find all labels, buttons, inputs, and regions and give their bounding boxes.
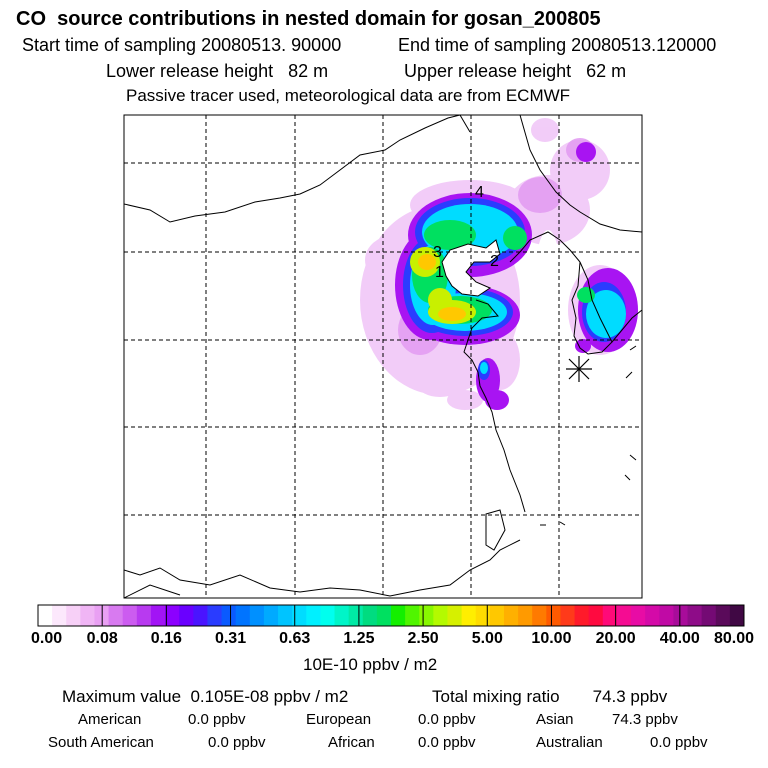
legend-swatch [193, 605, 208, 626]
legend-swatch [207, 605, 222, 626]
asian-label: Asian [536, 712, 574, 727]
legend-tick-label: 0.63 [279, 631, 310, 647]
legend-tick-label: 40.00 [660, 631, 700, 647]
legend-swatch [179, 605, 194, 626]
legend-swatch [278, 605, 293, 626]
legend-swatch [433, 605, 448, 626]
legend-swatch [363, 605, 378, 626]
marker-3: 3 [433, 244, 442, 261]
legend-tick-label: 0.08 [87, 631, 118, 647]
legend-swatch [335, 605, 350, 626]
south-american-value: 0.0 ppbv [208, 735, 266, 750]
european-value: 0.0 ppbv [418, 712, 476, 727]
legend-swatch [52, 605, 67, 626]
australian-label: Australian [536, 735, 603, 750]
legend-swatch [222, 605, 237, 626]
legend-swatch [730, 605, 745, 626]
legend-swatch [645, 605, 660, 626]
legend-swatch [659, 605, 674, 626]
legend-swatch [151, 605, 166, 626]
legend-tick-label: 1.25 [343, 631, 374, 647]
legend-swatch [349, 605, 364, 626]
australian-value: 0.0 ppbv [650, 735, 708, 750]
legend-swatch [716, 605, 731, 626]
legend-swatch [320, 605, 335, 626]
legend-tick-label: 20.00 [596, 631, 636, 647]
legend-swatch [702, 605, 717, 626]
legend-swatch [575, 605, 590, 626]
legend-swatch [405, 605, 420, 626]
legend-swatch [80, 605, 95, 626]
maximum-value: Maximum value 0.105E-08 ppbv / m2 [62, 688, 348, 705]
legend-swatch [560, 605, 575, 626]
legend-swatch [504, 605, 519, 626]
legend-swatch [490, 605, 505, 626]
marker-1: 1 [435, 264, 444, 281]
legend-swatch [377, 605, 392, 626]
legend-swatch [38, 605, 53, 626]
legend-swatch [532, 605, 547, 626]
star-receptor-icon [566, 356, 592, 382]
concentration-field [360, 118, 638, 410]
american-value: 0.0 ppbv [188, 712, 246, 727]
legend-tick-label: 0.31 [215, 631, 246, 647]
legend-tick-label: 2.50 [408, 631, 439, 647]
legend-swatch [673, 605, 688, 626]
legend-swatch [546, 605, 561, 626]
legend-swatch [123, 605, 138, 626]
african-value: 0.0 ppbv [418, 735, 476, 750]
legend-swatch [137, 605, 152, 626]
color-legend-bar [38, 605, 745, 626]
legend-swatch [250, 605, 265, 626]
legend-tick-label: 5.00 [472, 631, 503, 647]
legend-swatch [476, 605, 491, 626]
legend-swatch [688, 605, 703, 626]
legend-swatch [391, 605, 406, 626]
legend-tick-label: 10.00 [531, 631, 571, 647]
legend-tick-label: 80.00 [714, 631, 754, 647]
legend-swatch [631, 605, 646, 626]
legend-tick-label: 0.16 [151, 631, 182, 647]
asian-value: 74.3 ppbv [612, 712, 678, 727]
legend-swatch [419, 605, 434, 626]
south-american-label: South American [48, 735, 154, 750]
legend-swatch [306, 605, 321, 626]
legend-swatch [236, 605, 251, 626]
legend-swatch [66, 605, 81, 626]
legend-swatch [447, 605, 462, 626]
american-label: American [78, 712, 141, 727]
legend-unit: 10E-10 ppbv / m2 [303, 656, 437, 673]
marker-2: 2 [490, 253, 499, 270]
legend-swatch [264, 605, 279, 626]
legend-swatch [617, 605, 632, 626]
legend-swatch [462, 605, 477, 626]
african-label: African [328, 735, 375, 750]
legend-swatch [165, 605, 180, 626]
legend-swatch [518, 605, 533, 626]
legend-tick-label: 0.00 [31, 631, 62, 647]
european-label: European [306, 712, 371, 727]
marker-4: 4 [475, 184, 484, 201]
legend-swatch [109, 605, 124, 626]
total-mixing-ratio: Total mixing ratio 74.3 ppbv [432, 688, 667, 705]
legend-swatch [589, 605, 604, 626]
